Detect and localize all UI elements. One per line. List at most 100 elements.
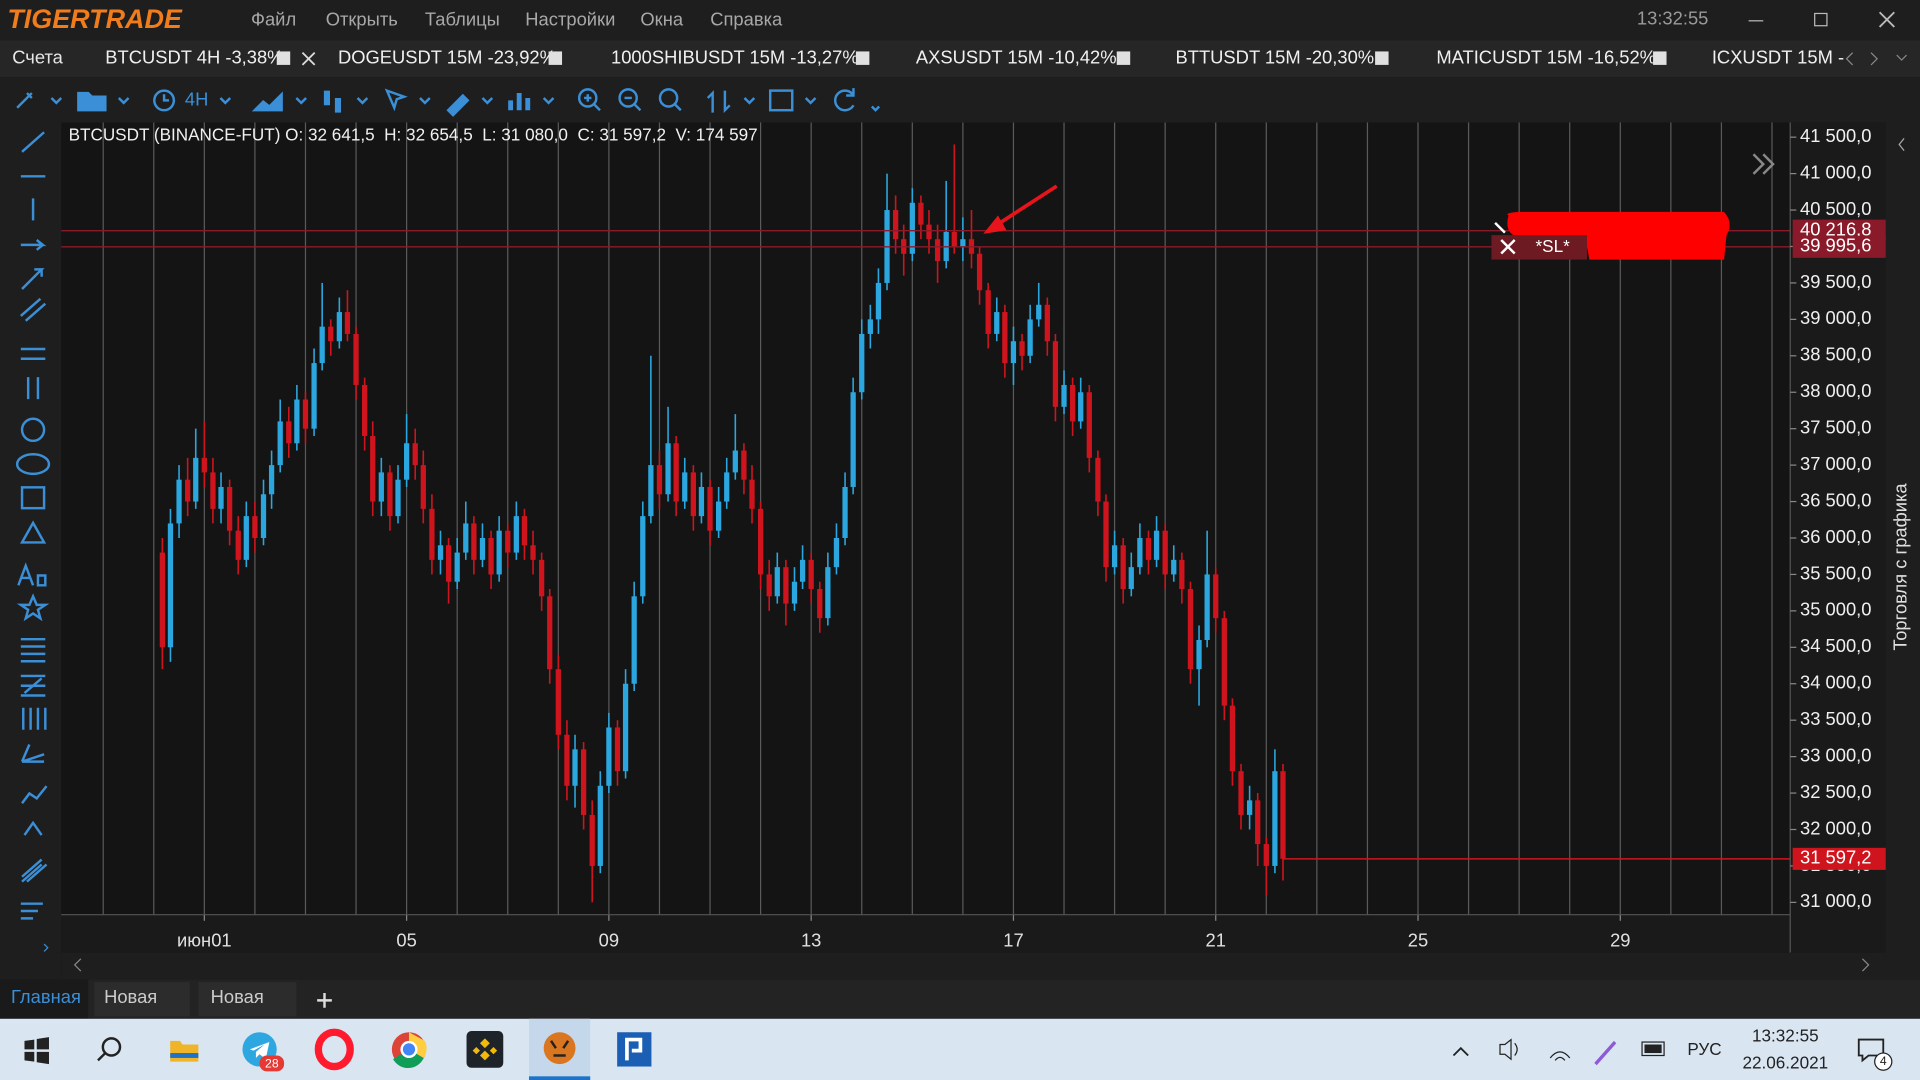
refresh-icon[interactable]: [833, 88, 855, 112]
arrow-shaft: [993, 184, 1058, 229]
dropdown[interactable]: [870, 105, 881, 112]
volume[interactable]: [1499, 1038, 1518, 1061]
tool[interactable]: [15, 453, 51, 476]
tool[interactable]: [21, 858, 48, 883]
chart-tab[interactable]: BTCUSDT 4H -3,38%: [105, 47, 283, 68]
cursor-icon[interactable]: [384, 88, 408, 112]
zoom-fit[interactable]: [658, 88, 679, 108]
tool[interactable]: [20, 486, 46, 510]
close-tab[interactable]: [301, 52, 316, 66]
dropdown[interactable]: [542, 97, 555, 105]
candle-body: [362, 384, 368, 436]
title-bar: [0, 0, 1920, 41]
battery[interactable]: [1641, 1041, 1665, 1057]
menu-item[interactable]: Окна: [640, 9, 683, 30]
tool[interactable]: [20, 297, 47, 322]
tab-color[interactable]: [1116, 51, 1131, 65]
chart-tab[interactable]: ICXUSDT 15M -: [1712, 47, 1844, 68]
dropdown[interactable]: [743, 97, 756, 105]
tool[interactable]: [20, 417, 46, 443]
scroll-right[interactable]: [1752, 153, 1775, 175]
tool[interactable]: [21, 785, 48, 804]
side-panel-title[interactable]: Торговля с графика: [1889, 483, 1910, 651]
tool[interactable]: [22, 707, 47, 730]
tab-color[interactable]: [548, 51, 563, 65]
zoom-out[interactable]: [618, 88, 638, 108]
expand-tools[interactable]: [43, 943, 49, 952]
binance-app[interactable]: [466, 1031, 504, 1068]
workspace-tab[interactable]: Главная: [11, 986, 81, 1007]
start-button[interactable]: [24, 1037, 49, 1065]
network[interactable]: [1549, 1051, 1571, 1061]
dropdown[interactable]: [804, 97, 817, 105]
indicator-icon[interactable]: [508, 93, 531, 111]
tool[interactable]: [20, 902, 43, 920]
tool[interactable]: [20, 347, 46, 360]
draw-icon[interactable]: [446, 93, 470, 117]
chart-tab[interactable]: AXSUSDT 15M -10,42%: [916, 47, 1117, 68]
chart-tab[interactable]: 1000SHIBUSDT 15M -13,27%: [611, 47, 859, 68]
tigertrade-app[interactable]: [543, 1032, 576, 1065]
tool-icon[interactable]: [16, 92, 33, 109]
menu-item[interactable]: Открыть: [326, 9, 398, 30]
menu-item[interactable]: Файл: [251, 9, 296, 30]
tray-date[interactable]: 22.06.2021: [1742, 1053, 1828, 1073]
timeframe[interactable]: 4H: [185, 88, 208, 109]
chart-tab[interactable]: DOGEUSDT 15M -23,92%: [338, 47, 556, 68]
pen[interactable]: [1594, 1040, 1617, 1066]
dropdown[interactable]: [356, 97, 369, 105]
sort-icon[interactable]: [706, 90, 731, 114]
bars-icon[interactable]: [323, 90, 342, 113]
tool[interactable]: [20, 239, 47, 251]
tab-color[interactable]: [1653, 51, 1667, 65]
tool[interactable]: [17, 562, 47, 587]
tool[interactable]: [19, 520, 47, 544]
chart-type-icon[interactable]: [251, 91, 283, 112]
chart-tab[interactable]: BTTUSDT 15M -20,30%: [1176, 47, 1375, 68]
tool[interactable]: [21, 131, 45, 153]
menu-item[interactable]: Справка: [710, 9, 783, 30]
tray-time[interactable]: 13:32:55: [1752, 1026, 1819, 1046]
tab-color[interactable]: [855, 51, 870, 65]
tab-bg: [94, 982, 190, 1017]
panel-toggle[interactable]: [1898, 137, 1905, 151]
tab-nav[interactable]: [1845, 52, 1907, 66]
opera-app[interactable]: [314, 1028, 354, 1071]
dropdown[interactable]: [295, 97, 307, 105]
calendar-icon[interactable]: [768, 89, 794, 112]
cancel-order[interactable]: [1500, 239, 1516, 255]
accounts-tab[interactable]: Счета: [12, 47, 63, 68]
workspace-tab[interactable]: Новая: [104, 986, 157, 1007]
tool[interactable]: [26, 377, 40, 400]
restore-button[interactable]: [1814, 12, 1828, 27]
menu-item[interactable]: Таблицы: [425, 9, 500, 30]
dropdown[interactable]: [419, 97, 431, 105]
close-button[interactable]: [1878, 11, 1895, 28]
tool[interactable]: [21, 268, 45, 290]
add-tab[interactable]: [317, 993, 332, 1008]
tool[interactable]: [23, 820, 43, 836]
timeframe-icon[interactable]: [153, 89, 176, 112]
chart-tab[interactable]: MATICUSDT 15M -16,52%: [1436, 47, 1656, 68]
dropdown[interactable]: [219, 97, 232, 105]
notification-center[interactable]: [1857, 1038, 1885, 1063]
tool[interactable]: [20, 744, 45, 763]
tool[interactable]: [20, 637, 46, 663]
workspace-tab[interactable]: Новая: [211, 986, 264, 1007]
side-panel: [1885, 122, 1920, 980]
dropdown[interactable]: [117, 97, 130, 105]
dropdown[interactable]: [50, 97, 63, 105]
dropdown[interactable]: [481, 97, 494, 105]
tool[interactable]: [16, 593, 50, 622]
tab-color[interactable]: [1375, 51, 1389, 65]
scroll-arrows[interactable]: [73, 958, 1870, 972]
language[interactable]: РУС: [1687, 1039, 1721, 1059]
tool[interactable]: [20, 674, 46, 697]
tab-color[interactable]: [276, 51, 291, 65]
search-button[interactable]: [101, 1037, 122, 1057]
open-icon[interactable]: [77, 91, 107, 112]
tray-expand[interactable]: [1452, 1046, 1469, 1057]
x-tick-label: 29: [1610, 929, 1630, 950]
menu-item[interactable]: Настройки: [525, 9, 615, 30]
zoom-in[interactable]: [577, 88, 598, 108]
